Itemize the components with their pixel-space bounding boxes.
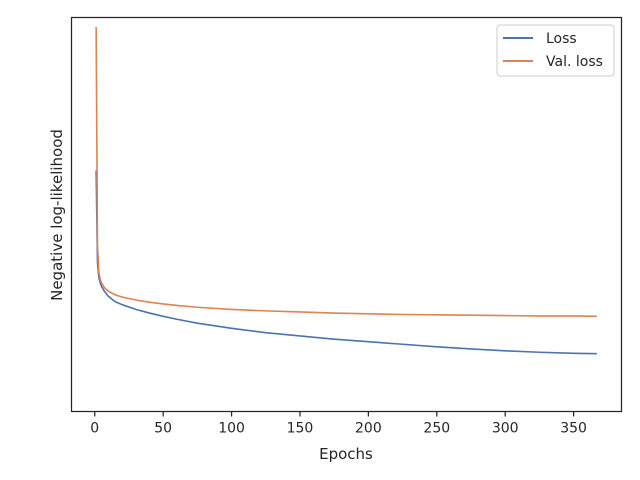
x-axis-ticks: 0 50 100 150 200 250 300 350 [90,411,587,437]
x-tick-label: 350 [560,421,587,437]
x-tick-label: 150 [287,421,314,437]
legend-label-loss: Loss [546,31,577,47]
x-axis-label: Epochs [319,445,373,463]
x-tick-label: 0 [90,421,99,437]
series-line-loss [95,170,597,355]
plot-area [70,16,623,413]
x-tick-label: 300 [492,421,519,437]
legend-label-val-loss: Val. loss [546,54,603,70]
x-tick-label: 250 [423,421,450,437]
series-line-val-loss [95,26,597,318]
x-tick-label: 50 [154,421,172,437]
series-lines [95,26,597,355]
y-axis-label: Negative log-likelihood [48,129,66,301]
x-tick-label: 200 [355,421,382,437]
x-tick-label: 100 [218,421,245,437]
legend: Loss Val. loss [496,24,615,77]
